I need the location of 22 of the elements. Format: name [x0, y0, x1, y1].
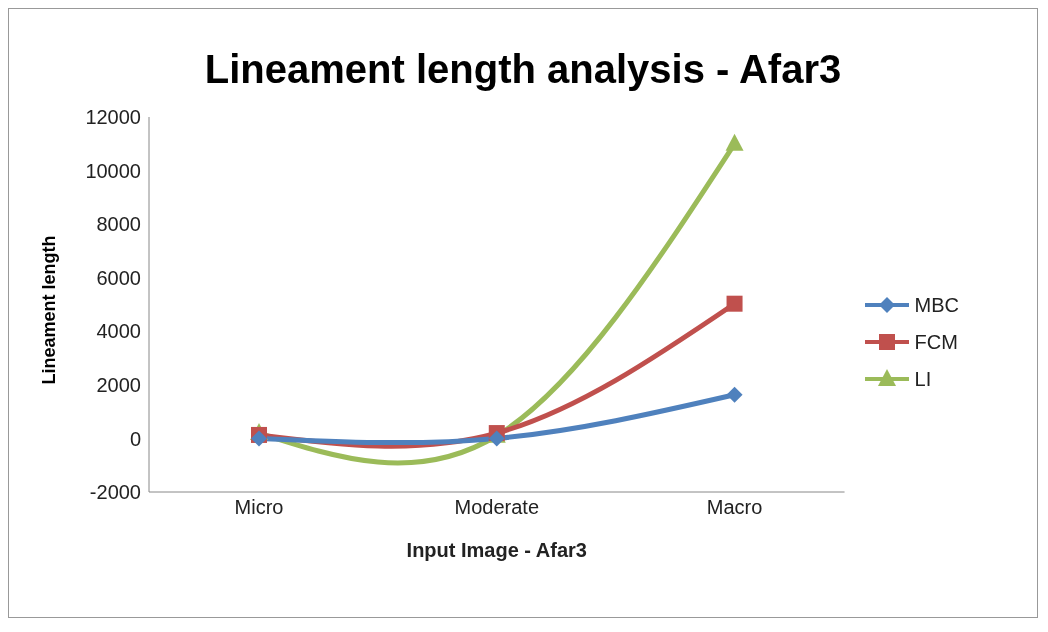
point — [726, 295, 743, 312]
y-tick-label: -2000 — [89, 481, 141, 504]
point — [725, 133, 744, 151]
y-tick-label: 6000 — [96, 266, 141, 289]
x-tick-label: Moderate — [454, 496, 540, 519]
y-tick-label: 4000 — [96, 320, 141, 343]
y-tick-label: 2000 — [96, 373, 141, 396]
y-axis-title: Lineament length — [39, 235, 60, 385]
point — [726, 386, 743, 403]
legend-label: LI — [914, 367, 932, 391]
point — [251, 430, 267, 447]
y-tick-label: 8000 — [96, 213, 141, 236]
legend-label: FCM — [914, 330, 958, 354]
chart-title: Lineament length analysis - Afar3 — [203, 47, 843, 92]
y-tick-label: 0 — [129, 427, 141, 450]
y-tick-label: 12000 — [85, 106, 141, 129]
x-tick-label: Micro — [234, 496, 284, 519]
x-tick-label: Macro — [706, 496, 763, 519]
y-tick-label: 10000 — [85, 159, 141, 182]
x-axis-title: Input Image - Afar3 — [406, 539, 587, 561]
point — [488, 430, 505, 447]
legend-label: MBC — [914, 293, 959, 317]
